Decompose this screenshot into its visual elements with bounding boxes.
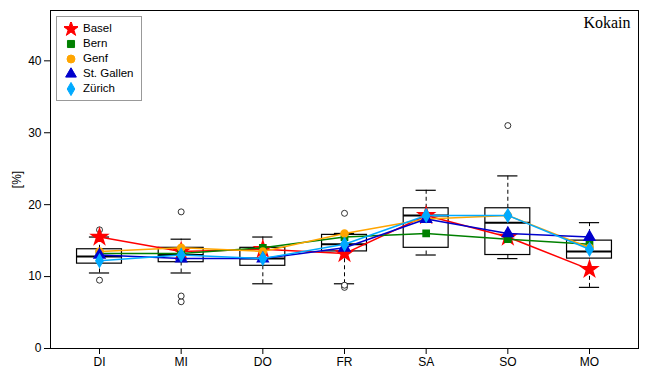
html-text:Bern: Bern: [83, 37, 108, 49]
svg-text:10: 10: [28, 269, 42, 283]
svg-text:MI: MI: [174, 355, 187, 369]
html-text:Zürich: Zürich: [83, 82, 115, 94]
svg-text:FR: FR: [337, 355, 353, 369]
svg-text:DO: DO: [254, 355, 272, 369]
html-text:Genf: Genf: [83, 52, 108, 64]
svg-text:0: 0: [35, 341, 42, 355]
svg-text:MO: MO: [580, 355, 599, 369]
svg-text:SA: SA: [418, 355, 434, 369]
html-text:St. Gallen: St. Gallen: [83, 67, 134, 79]
svg-text:[%]: [%]: [10, 171, 24, 188]
svg-text:SO: SO: [499, 355, 516, 369]
svg-text:40: 40: [28, 54, 42, 68]
html-text:Basel: Basel: [83, 22, 112, 34]
svg-text:20: 20: [28, 198, 42, 212]
svg-text:30: 30: [28, 126, 42, 140]
svg-text:Kokain: Kokain: [583, 14, 630, 31]
svg-text:DI: DI: [94, 355, 106, 369]
